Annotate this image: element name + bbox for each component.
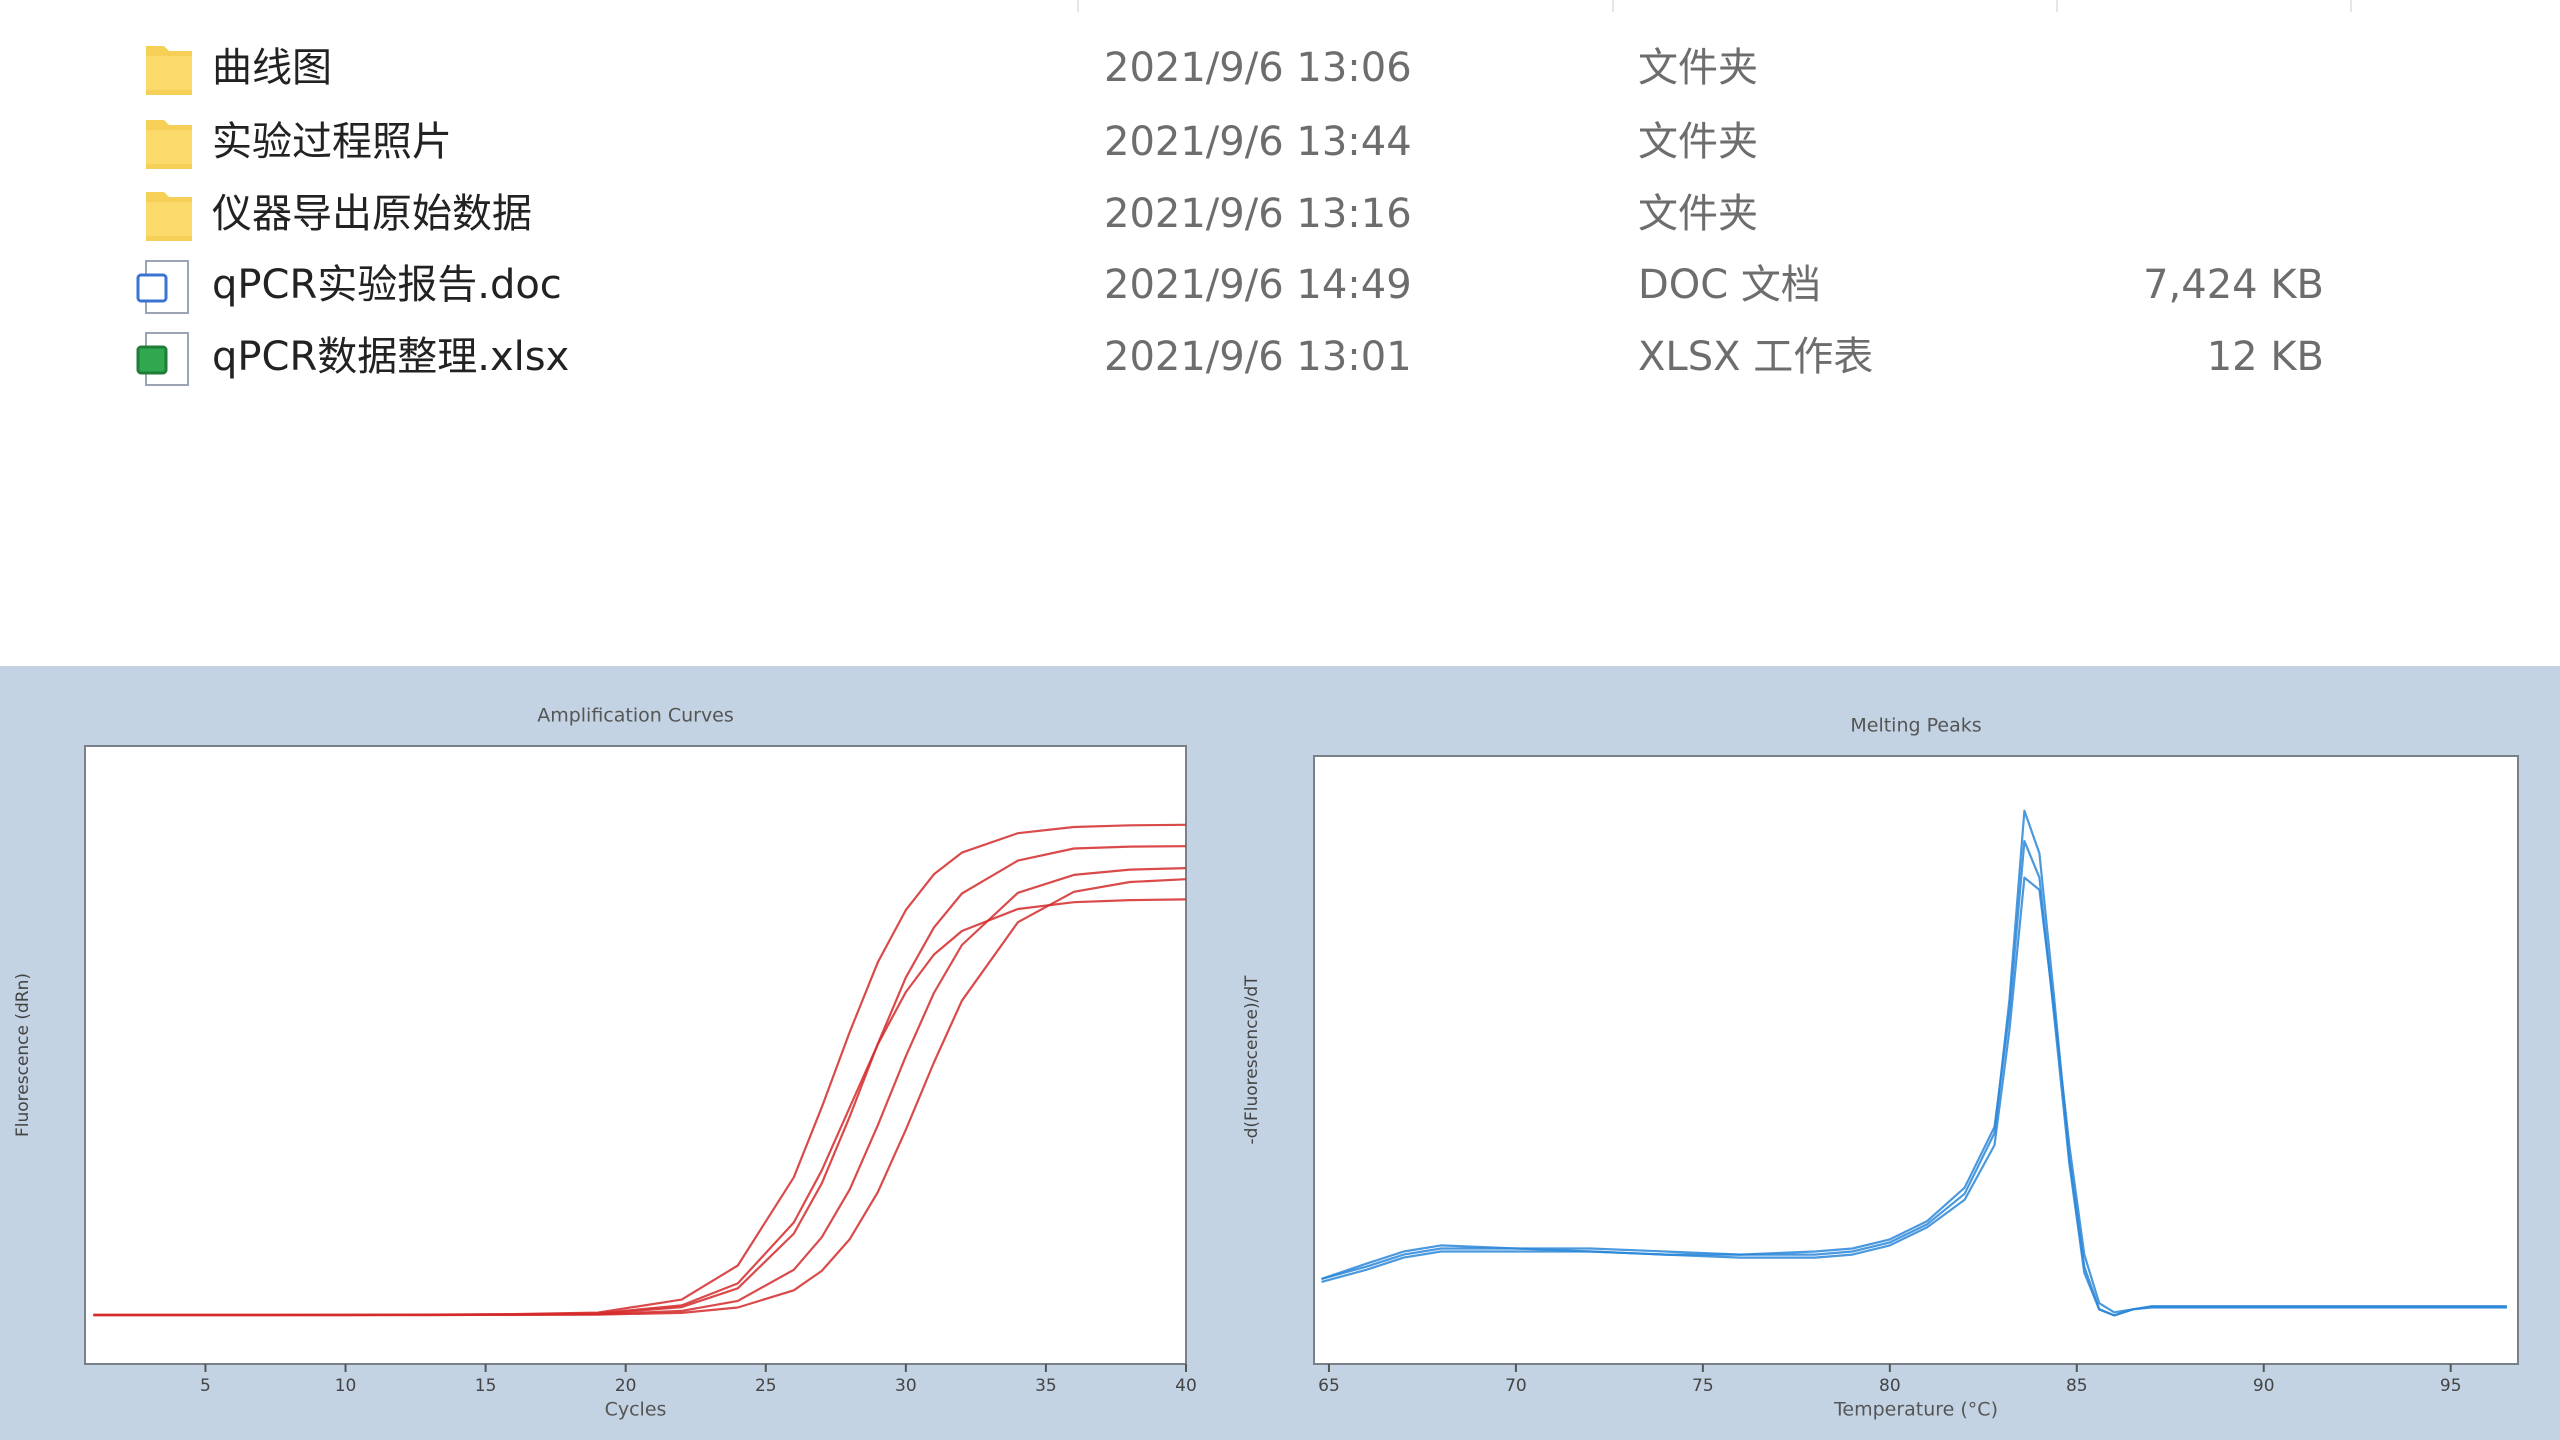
x-tick-label: 90: [2253, 1376, 2275, 1396]
file-modified: 2021/9/6 13:44: [1104, 119, 1412, 165]
file-row[interactable]: 实验过程照片 2021/9/6 13:44 文件夹: [146, 119, 1758, 169]
x-tick-label: 65: [1318, 1376, 1340, 1396]
doc-page: [145, 260, 189, 314]
file-type: 文件夹: [1638, 45, 1758, 91]
chart-title: Melting Peaks: [1850, 715, 1981, 737]
file-modified: 2021/9/6 13:06: [1104, 45, 1412, 91]
file-icon: [146, 192, 192, 241]
x-tick-label: 15: [475, 1376, 497, 1396]
file-row[interactable]: qPCR数据整理.xlsx 2021/9/6 13:01 XLSX 工作表 12 KB: [136, 332, 2324, 386]
chart-title: Amplification Curves: [537, 705, 734, 727]
x-tick-label: 95: [2440, 1376, 2462, 1396]
x-tick-label: 25: [755, 1376, 777, 1396]
y-axis-label: Fluorescence (dRn): [13, 973, 33, 1137]
file-modified: 2021/9/6 13:01: [1104, 334, 1412, 380]
file-name: qPCR数据整理.xlsx: [212, 334, 569, 380]
x-tick-label: 20: [615, 1376, 637, 1396]
folder-front: [146, 130, 192, 164]
data-line: [1321, 876, 2507, 1314]
file-type: XLSX 工作表: [1638, 334, 1873, 380]
x-tick-label: 5: [200, 1376, 211, 1396]
file-name: 仪器导出原始数据: [212, 191, 532, 237]
plot-area: [84, 745, 1187, 1365]
x-tick-label: 35: [1035, 1376, 1057, 1396]
x-axis-label: Temperature (°C): [1833, 1399, 1998, 1421]
x-tick-label: 40: [1175, 1376, 1197, 1396]
file-row[interactable]: 仪器导出原始数据 2021/9/6 13:16 文件夹: [146, 191, 1758, 241]
file-row[interactable]: qPCR实验报告.doc 2021/9/6 14:49 DOC 文档 7,424 KB: [136, 260, 2324, 314]
x-tick-label: 70: [1505, 1376, 1527, 1396]
x-tick-label: 85: [2066, 1376, 2088, 1396]
folder-front: [146, 56, 192, 90]
column-separators: [1077, 0, 2352, 12]
plot-area: [1313, 755, 2519, 1365]
x-tick-label: 75: [1692, 1376, 1714, 1396]
folder-front: [146, 202, 192, 236]
file-type: 文件夹: [1638, 119, 1758, 165]
file-name: 曲线图: [212, 45, 332, 91]
y-axis-label: -d(Fluorescence)/dT: [1242, 975, 1262, 1145]
file-icon: [146, 120, 192, 169]
file-name: 实验过程照片: [212, 119, 452, 165]
file-type: 文件夹: [1638, 191, 1758, 237]
file-row[interactable]: 曲线图 2021/9/6 13:06 文件夹: [146, 45, 1758, 95]
file-icon: [136, 332, 189, 386]
file-icon: [136, 260, 189, 314]
x-tick-label: 30: [895, 1376, 917, 1396]
file-modified: 2021/9/6 14:49: [1104, 262, 1412, 308]
file-type: DOC 文档: [1638, 262, 1821, 308]
data-line: [93, 898, 1187, 1317]
doc-badge: [136, 345, 168, 375]
x-axis-label: Cycles: [605, 1399, 667, 1421]
file-icon: [146, 46, 192, 95]
file-size: 12 KB: [2207, 334, 2324, 380]
chart: Melting Peaks Temperature (°C) -d(Fluoresc…: [1242, 715, 2519, 1421]
doc-badge: [136, 273, 168, 303]
file-size: 7,424 KB: [2143, 262, 2324, 308]
chart: Amplification Curves Cycles Fluorescence (…: [13, 705, 1197, 1421]
file-name: qPCR实验报告.doc: [212, 262, 562, 308]
file-modified: 2021/9/6 13:16: [1104, 191, 1412, 237]
x-tick-label: 10: [335, 1376, 357, 1396]
charts: Amplification Curves Cycles Fluorescence (…: [13, 705, 2519, 1421]
x-tick-label: 80: [1879, 1376, 1901, 1396]
